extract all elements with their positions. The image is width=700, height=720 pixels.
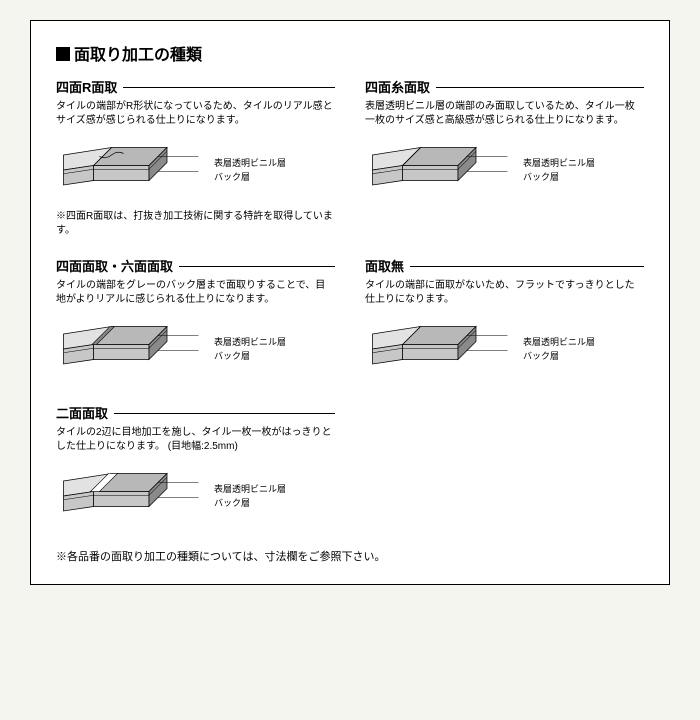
- title-rule: [123, 87, 335, 88]
- title-rule: [179, 266, 335, 267]
- layer-label-top: 表層透明ビニル層: [214, 484, 286, 495]
- cell-title: 四面R面取: [56, 77, 335, 96]
- layer-labels: 表層透明ビニル層 バック層: [214, 481, 286, 512]
- layer-labels: 表層透明ビニル層 バック層: [214, 155, 286, 186]
- layer-labels: 表層透明ビニル層 バック層: [523, 155, 595, 186]
- diagram-box: 表層透明ビニル層 バック層: [56, 134, 335, 206]
- diagram-box: 表層透明ビニル層 バック層: [56, 460, 335, 532]
- cell-title-text: 二面面取: [56, 403, 108, 422]
- diagram-box: 表層透明ビニル層 バック層: [56, 313, 335, 385]
- layer-label-top: 表層透明ビニル層: [523, 337, 595, 348]
- layer-labels: 表層透明ビニル層 バック層: [523, 334, 595, 365]
- diagram-grid: 四面R面取タイルの端部がR形状になっているため、タイルのリアル感とサイズ感が感じ…: [56, 77, 644, 532]
- cell-description: タイルの2辺に目地加工を施し、タイル一枚一枚がはっきりとした仕上りになります。 …: [56, 426, 335, 454]
- cell-title-text: 四面R面取: [56, 77, 117, 96]
- cell-title: 二面面取: [56, 403, 335, 422]
- diagram-cell: 四面糸面取表層透明ビニル層の端部のみ面取しているため、タイル一枚一枚のサイズ感と…: [365, 77, 644, 238]
- layer-label-bottom: バック層: [214, 172, 286, 183]
- info-panel: 面取り加工の種類 四面R面取タイルの端部がR形状になっているため、タイルのリアル…: [30, 20, 670, 585]
- cell-title-text: 面取無: [365, 256, 404, 275]
- diagram-box: 表層透明ビニル層 バック層: [365, 134, 644, 206]
- diagram-cell: 四面R面取タイルの端部がR形状になっているため、タイルのリアル感とサイズ感が感じ…: [56, 77, 335, 238]
- title-rule: [436, 87, 644, 88]
- footnote: ※各品番の面取り加工の種類については、寸法欄をご参照下さい。: [56, 548, 644, 564]
- cell-description: タイルの端部をグレーのバック層まで面取りすることで、目地がよりリアルに感じられる…: [56, 279, 335, 307]
- cell-title-text: 四面糸面取: [365, 77, 430, 96]
- cell-title-text: 四面面取・六面面取: [56, 256, 173, 275]
- title-text: 面取り加工の種類: [74, 47, 202, 64]
- layer-label-bottom: バック層: [523, 351, 595, 362]
- layer-label-top: 表層透明ビニル層: [214, 158, 286, 169]
- cell-description: タイルの端部がR形状になっているため、タイルのリアル感とサイズ感が感じられる仕上…: [56, 100, 335, 128]
- diagram-cell: 二面面取タイルの2辺に目地加工を施し、タイル一枚一枚がはっきりとした仕上りになり…: [56, 403, 335, 532]
- square-bullet-icon: [56, 47, 70, 61]
- cell-description: タイルの端部に面取がないため、フラットですっきりとした仕上りになります。: [365, 279, 644, 307]
- main-title: 面取り加工の種類: [56, 41, 644, 65]
- layer-label-bottom: バック層: [214, 351, 286, 362]
- layer-label-top: 表層透明ビニル層: [523, 158, 595, 169]
- layer-label-bottom: バック層: [214, 498, 286, 509]
- cell-title: 面取無: [365, 256, 644, 275]
- cell-note: ※四面R面取は、打抜き加工技術に関する特許を取得しています。: [56, 210, 335, 238]
- cell-title: 四面面取・六面面取: [56, 256, 335, 275]
- diagram-cell: 四面面取・六面面取タイルの端部をグレーのバック層まで面取りすることで、目地がより…: [56, 256, 335, 385]
- cell-description: 表層透明ビニル層の端部のみ面取しているため、タイル一枚一枚のサイズ感と高級感が感…: [365, 100, 644, 128]
- diagram-box: 表層透明ビニル層 バック層: [365, 313, 644, 385]
- layer-label-bottom: バック層: [523, 172, 595, 183]
- layer-labels: 表層透明ビニル層 バック層: [214, 334, 286, 365]
- layer-label-top: 表層透明ビニル層: [214, 337, 286, 348]
- title-rule: [114, 413, 335, 414]
- title-rule: [410, 266, 644, 267]
- diagram-cell: 面取無タイルの端部に面取がないため、フラットですっきりとした仕上りになります。 …: [365, 256, 644, 385]
- cell-title: 四面糸面取: [365, 77, 644, 96]
